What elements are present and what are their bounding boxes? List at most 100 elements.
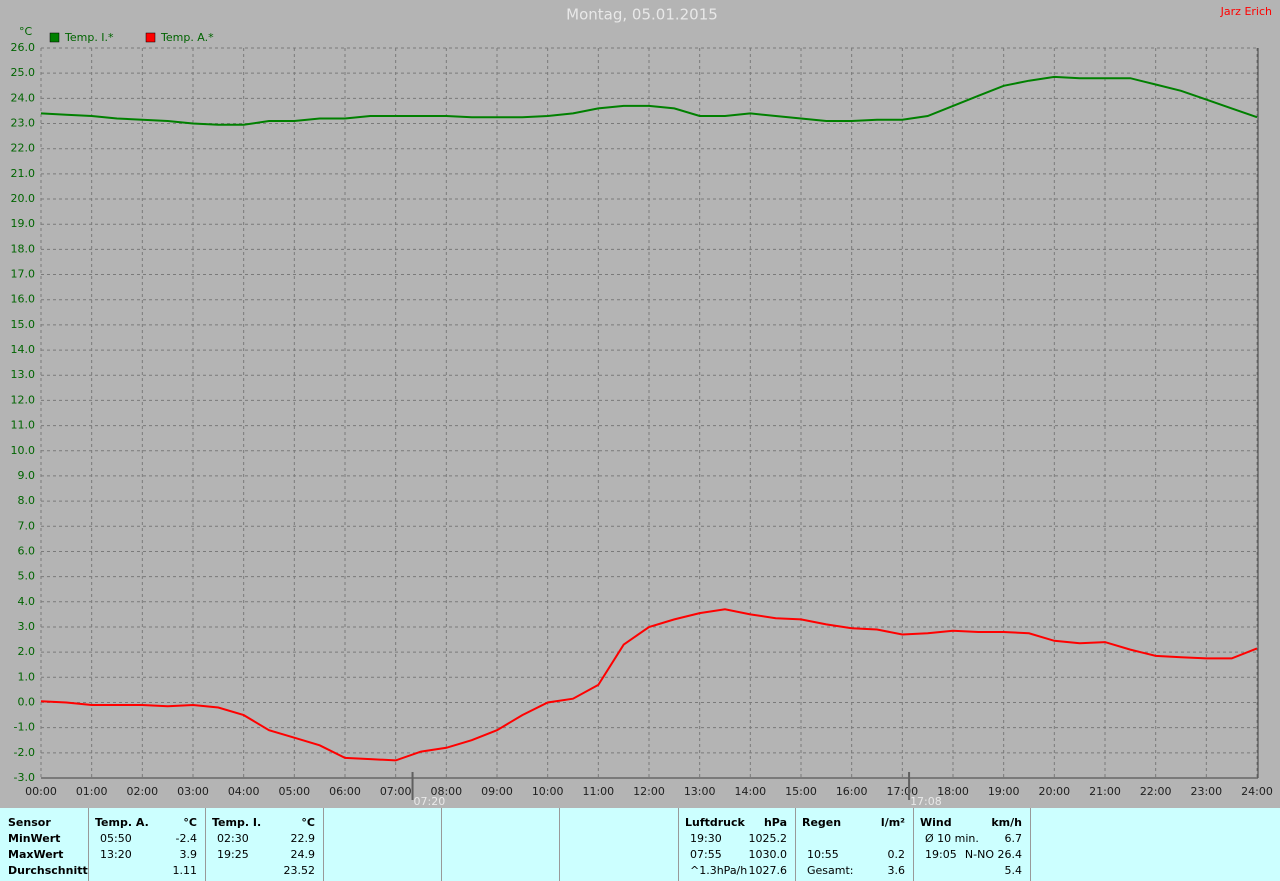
row-label: MaxWert xyxy=(8,848,64,861)
x-tick-label: 06:00 xyxy=(329,785,361,798)
x-tick-label: 08:00 xyxy=(430,785,462,798)
cell-value: 3.9 xyxy=(179,848,198,861)
sun-label: 07:20 xyxy=(414,795,446,808)
x-tick-label: 11:00 xyxy=(582,785,614,798)
cell-value: 5.4 xyxy=(1004,864,1023,877)
group-header: Temp. I. xyxy=(212,816,262,829)
cell-value: 3.6 xyxy=(887,864,906,877)
column-separator xyxy=(559,808,560,881)
x-tick-label: 17:00 xyxy=(886,785,918,798)
author: Jarz Erich xyxy=(1220,5,1272,18)
cell-value: N-NO 26.4 xyxy=(964,848,1022,861)
legend-swatch xyxy=(49,32,60,43)
y-tick-label: 14.0 xyxy=(11,343,36,356)
x-tick-label: 24:00 xyxy=(1241,785,1273,798)
x-tick-label: 00:00 xyxy=(25,785,57,798)
y-tick-label: -2.0 xyxy=(14,746,35,759)
group-unit: °C xyxy=(183,816,197,829)
y-tick-label: 7.0 xyxy=(18,519,36,532)
y-tick-label: 0.0 xyxy=(18,695,36,708)
group-unit: km/h xyxy=(991,816,1022,829)
cell-value: 22.9 xyxy=(290,832,316,845)
column-separator xyxy=(795,808,796,881)
x-tick-label: 10:00 xyxy=(532,785,564,798)
cell-time: 19:05 xyxy=(925,848,957,861)
y-tick-label: 10.0 xyxy=(11,444,36,457)
x-tick-label: 21:00 xyxy=(1089,785,1121,798)
summary-table: Sensor MinWert MaxWert Durchschnitt Temp. A.… xyxy=(0,808,1280,881)
group-header: Luftdruck xyxy=(685,816,745,829)
column-separator xyxy=(88,808,89,881)
x-tick-label: 07:00 xyxy=(380,785,412,798)
y-tick-label: 23.0 xyxy=(11,117,36,130)
sun-label: 17:08 xyxy=(910,795,942,808)
group-header: Wind xyxy=(920,816,952,829)
cell-value: 23.52 xyxy=(283,864,316,877)
cell-time: 10:55 xyxy=(807,848,839,861)
cell-value: 6.7 xyxy=(1004,832,1023,845)
cell-value: 0.2 xyxy=(887,848,906,861)
group-unit: °C xyxy=(301,816,315,829)
cell-time: 02:30 xyxy=(217,832,249,845)
cell-value: 1030.0 xyxy=(748,848,788,861)
x-tick-label: 22:00 xyxy=(1140,785,1172,798)
x-tick-label: 01:00 xyxy=(76,785,108,798)
y-axis-label: °C xyxy=(19,25,33,38)
legend-label: Temp. I.* xyxy=(64,31,114,44)
x-tick-label: 12:00 xyxy=(633,785,665,798)
cell-time: ^1.3hPa/h xyxy=(690,864,748,877)
y-tick-label: 9.0 xyxy=(18,469,36,482)
y-tick-label: 18.0 xyxy=(11,242,36,255)
y-tick-label: -1.0 xyxy=(14,721,35,734)
y-tick-label: 22.0 xyxy=(11,142,36,155)
cell-value: 1027.6 xyxy=(748,864,788,877)
chart: Montag, 05.01.2015 Jarz Erich °C -3.0 -2.… xyxy=(11,5,1273,808)
x-tick-label: 02:00 xyxy=(126,785,158,798)
y-tick-label: 5.0 xyxy=(18,570,36,583)
y-tick-label: 4.0 xyxy=(18,595,36,608)
y-tick-label: 13.0 xyxy=(11,368,36,381)
cell-value: 1025.2 xyxy=(748,832,788,845)
series-line xyxy=(40,608,1258,762)
group-unit: l/m² xyxy=(880,816,905,829)
y-tick-label: -3.0 xyxy=(14,771,35,784)
y-tick-label: 11.0 xyxy=(11,419,36,432)
column-separator xyxy=(913,808,914,881)
x-tick-label: 19:00 xyxy=(988,785,1020,798)
row-label: MinWert xyxy=(8,832,61,845)
y-tick-label: 15.0 xyxy=(11,318,36,331)
cell-value: 1.11 xyxy=(172,864,198,877)
cell-time: Ø 10 min. xyxy=(925,832,979,845)
group-header: Temp. A. xyxy=(95,816,149,829)
group-header: Regen xyxy=(802,816,842,829)
row-label: Durchschnitt xyxy=(8,864,88,877)
column-separator xyxy=(205,808,206,881)
cell-value: -2.4 xyxy=(175,832,197,845)
y-tick-label: 12.0 xyxy=(11,393,36,406)
x-tick-label: 18:00 xyxy=(937,785,969,798)
column-separator xyxy=(441,808,442,881)
y-tick-label: 20.0 xyxy=(11,192,36,205)
y-tick-label: 3.0 xyxy=(18,620,36,633)
cell-time: Gesamt: xyxy=(807,864,854,877)
y-tick-label: 1.0 xyxy=(18,670,36,683)
y-tick-label: 2.0 xyxy=(18,645,36,658)
row-label: Sensor xyxy=(8,816,51,829)
cell-time: 05:50 xyxy=(100,832,132,845)
series-line xyxy=(40,75,1258,126)
y-tick-label: 6.0 xyxy=(18,544,36,557)
x-tick-label: 03:00 xyxy=(177,785,209,798)
column-separator xyxy=(1030,808,1031,881)
cell-time: 19:25 xyxy=(217,848,249,861)
legend-swatch xyxy=(145,32,156,43)
y-tick-label: 26.0 xyxy=(11,41,36,54)
cell-time: 19:30 xyxy=(690,832,722,845)
x-tick-label: 05:00 xyxy=(278,785,310,798)
y-tick-label: 8.0 xyxy=(18,494,36,507)
column-separator xyxy=(323,808,324,881)
x-tick-label: 16:00 xyxy=(836,785,868,798)
x-tick-label: 15:00 xyxy=(785,785,817,798)
chart-title: Montag, 05.01.2015 xyxy=(566,6,718,24)
column-separator xyxy=(678,808,679,881)
